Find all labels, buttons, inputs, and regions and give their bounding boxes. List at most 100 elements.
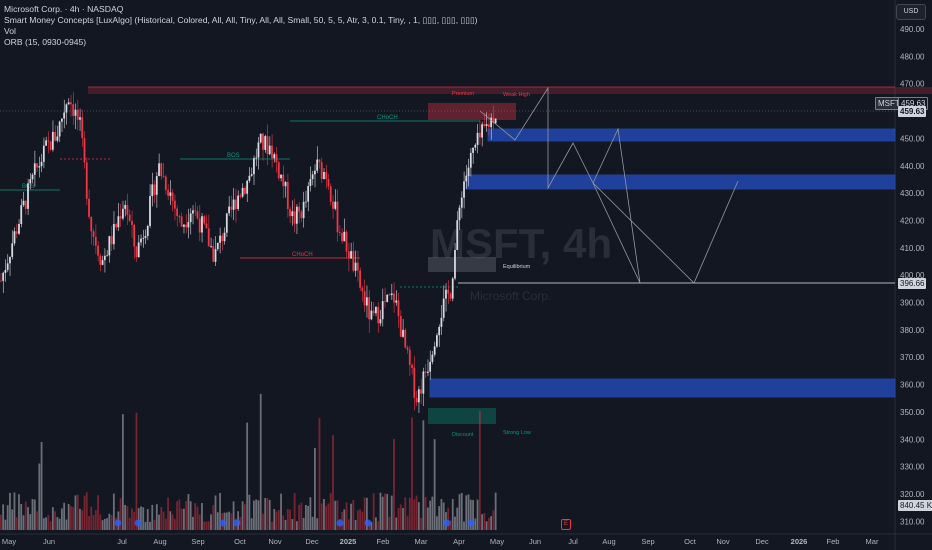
symbol-title[interactable]: Microsoft Corp. · 4h · NASDAQ (4, 4, 124, 14)
equilibrium-zone (428, 257, 496, 272)
indicator-vol-label[interactable]: Vol (4, 26, 16, 36)
y-tick-label: 340.00 (900, 435, 925, 444)
volume-bar (309, 497, 312, 530)
dividend-marker (114, 519, 122, 527)
candle-body (284, 182, 287, 187)
zone-label: Weak High (503, 92, 530, 98)
volume-bar (436, 516, 438, 530)
candle-body (63, 112, 66, 119)
candle-body (280, 174, 282, 179)
volume-bar (253, 500, 255, 530)
candle-body (273, 154, 276, 159)
dividend-marker (134, 519, 142, 527)
indicator-orb-label[interactable]: ORB (15, 0930-0945) (4, 37, 87, 47)
volume-bar (56, 517, 59, 530)
indicator-smc-label[interactable]: Smart Money Concepts [LuxAlgo] (Historic… (4, 15, 478, 25)
candle-body (246, 180, 249, 194)
candle-body (293, 211, 296, 224)
candle-body (117, 216, 120, 228)
candle-body (13, 231, 16, 244)
structure-label: CHoCH (292, 252, 313, 258)
volume-bar (262, 513, 264, 530)
candle-body (239, 195, 242, 197)
volume-bar (413, 499, 416, 530)
candle-body (214, 249, 217, 262)
volume-bar (465, 495, 468, 530)
candle-body (74, 109, 77, 116)
x-tick-label: Nov (268, 537, 282, 546)
candle-body (221, 235, 224, 242)
volume-bar (201, 502, 203, 530)
volume-bar (381, 496, 384, 530)
x-tick-label: Feb (377, 537, 390, 546)
candle-body (334, 201, 337, 209)
volume-bar (298, 504, 300, 530)
candle-body (180, 216, 183, 227)
candle-body (237, 195, 240, 209)
candle-body (327, 179, 330, 187)
volume-bar (375, 517, 377, 530)
candle-body (318, 159, 321, 163)
candle-body (97, 245, 99, 256)
candle-body (304, 201, 307, 203)
candle-body (158, 163, 160, 177)
candle-body (108, 236, 111, 256)
volume-bar (15, 517, 18, 530)
volume-bar (155, 504, 158, 530)
candle-body (178, 215, 181, 217)
y-tick-label: 320.00 (900, 490, 925, 499)
volume-bar (402, 508, 404, 530)
volume-bar (49, 521, 52, 530)
candle-body (465, 175, 468, 182)
x-tick-label: Jun (43, 537, 55, 546)
candle-body (185, 224, 188, 228)
candle-body (458, 207, 461, 221)
candle-body (341, 232, 343, 242)
volume-bar (92, 515, 95, 530)
candle-body (282, 174, 285, 187)
volume-bar (334, 500, 337, 530)
dividend-marker (233, 519, 241, 527)
candle-body (38, 166, 41, 168)
candle-body (133, 225, 136, 247)
candle-body (151, 184, 154, 197)
y-tick-label: 360.00 (900, 381, 925, 390)
candle-body (140, 238, 142, 243)
earnings-marker[interactable]: E (561, 519, 571, 530)
candle-body (431, 354, 434, 362)
volume-bar (411, 417, 413, 530)
volume-bar (474, 518, 477, 530)
candle-body (295, 206, 298, 224)
volume-bar (350, 503, 352, 530)
x-tick-label: 2026 (791, 537, 808, 546)
volume-bar (162, 511, 165, 530)
volume-bar (458, 494, 461, 530)
y-tick-label: 310.00 (900, 517, 925, 526)
volume-bar (133, 511, 136, 530)
y-tick-label: 390.00 (900, 299, 925, 308)
volume-bar (173, 518, 176, 530)
candle-body (205, 223, 208, 229)
volume-bar (490, 516, 493, 530)
candle-body (47, 140, 50, 142)
volume-bar (144, 521, 147, 530)
candle-body (234, 199, 237, 209)
currency-button[interactable]: USD (896, 4, 926, 20)
candle-body (445, 289, 447, 299)
candle-body (316, 159, 319, 171)
volume-bar (363, 497, 366, 530)
candle-body (106, 255, 108, 257)
volume-bar (390, 495, 393, 530)
candle-body (474, 144, 477, 148)
candle-body (291, 211, 294, 217)
candle-body (58, 121, 61, 137)
volume-bar (318, 417, 321, 530)
watermark-sub: Microsoft Corp. (470, 289, 551, 303)
candle-body (128, 214, 131, 221)
volume-bar (307, 505, 310, 530)
candle-body (365, 297, 368, 306)
volume-bar (323, 498, 325, 530)
volume-bar (420, 517, 422, 530)
